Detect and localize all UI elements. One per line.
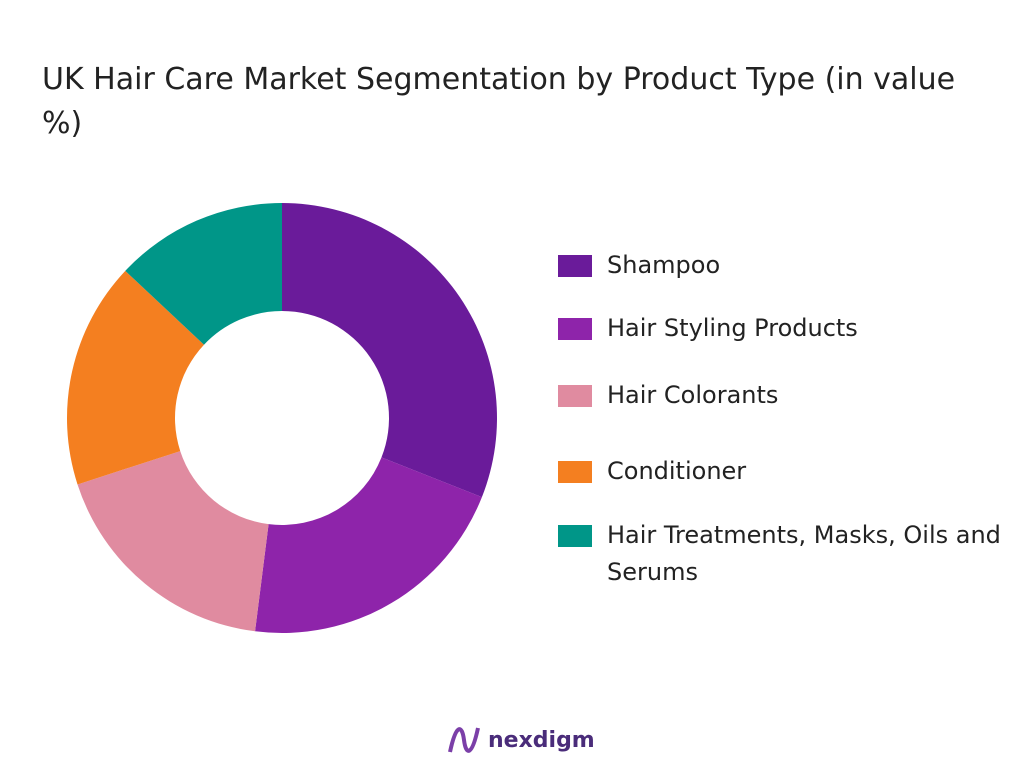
logo-icon <box>448 727 480 753</box>
legend-label: Hair Colorants <box>607 381 779 409</box>
legend-item: Hair Colorants <box>558 381 1008 414</box>
legend-label: Shampoo <box>607 251 721 279</box>
legend-swatch <box>558 461 592 483</box>
donut-slice <box>282 203 498 498</box>
legend-item: Hair Styling Products <box>558 314 1008 347</box>
legend-swatch <box>558 385 592 407</box>
legend-swatch <box>558 318 592 340</box>
legend-item: Shampoo <box>558 251 1008 284</box>
legend-label: Hair Treatments, Masks, Oils and Serums <box>607 521 1001 586</box>
legend-label: Conditioner <box>607 457 747 485</box>
legend-item: Hair Treatments, Masks, Oils and Serums <box>558 521 1008 591</box>
donut-slice <box>125 203 282 345</box>
donut-slice <box>77 451 269 632</box>
brand-name: nexdigm <box>488 727 595 753</box>
brand-logo: nexdigm <box>446 722 595 758</box>
legend-swatch <box>558 255 592 277</box>
donut-slice <box>67 270 205 485</box>
chart-title: UK Hair Care Market Segmentation by Prod… <box>42 62 956 141</box>
legend-item: Conditioner <box>558 457 1008 490</box>
legend-label: Hair Styling Products <box>607 314 858 342</box>
chart <box>67 203 498 633</box>
legend-swatch <box>558 525 592 547</box>
donut-slice <box>255 457 482 633</box>
